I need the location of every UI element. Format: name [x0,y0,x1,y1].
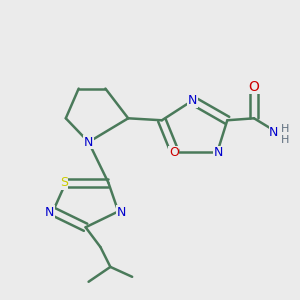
Text: H: H [280,135,289,145]
Text: N: N [84,136,93,148]
Text: N: N [188,94,197,107]
Text: N: N [45,206,55,219]
Text: O: O [169,146,179,160]
Text: S: S [60,176,68,189]
Text: O: O [249,80,260,94]
Text: H: H [280,124,289,134]
Text: N: N [117,206,126,219]
Text: N: N [269,126,278,139]
Text: N: N [214,146,223,160]
